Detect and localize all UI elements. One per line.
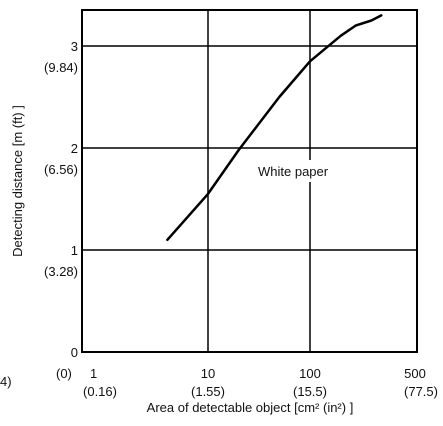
y-tick-label-0: 0	[71, 345, 78, 360]
x-tick-sublabel-1: (0.16)	[83, 384, 117, 399]
series-label-0: White paper	[258, 164, 329, 179]
y-axis-label: Detecting distance [m (ft) ]	[10, 105, 25, 257]
x-tick-sublabel-500: (77.5)	[404, 384, 438, 399]
y-gridlines	[82, 45, 417, 251]
x-tick-label-10: 10	[201, 366, 215, 381]
y-tick-sublabel-3: (9.84)	[44, 60, 78, 75]
x-tick-label-1: 1	[90, 366, 97, 381]
series-label-backdrop	[252, 160, 348, 182]
x-tick-label-500: 500	[404, 366, 426, 381]
y-tick-sublabel-0: (0)	[56, 366, 72, 381]
stray-fragment-label: 4)	[0, 374, 12, 389]
y-tick-sublabel-2: (6.56)	[44, 162, 78, 177]
x-tick-sublabel-100: (15.5)	[293, 384, 327, 399]
series-line-0	[166, 14, 383, 242]
x-tick-labels: 1 (0.16) 10 (1.55) 100 (15.5) 500 (77.5)	[83, 366, 438, 399]
y-tick-label-1: 1	[71, 243, 78, 258]
x-tick-sublabel-10: (1.55)	[191, 384, 225, 399]
y-tick-sublabel-1: (3.28)	[44, 264, 78, 279]
series-layer: White paper	[166, 14, 383, 242]
y-tick-label-2: 2	[71, 141, 78, 156]
x-axis-label: Area of detectable object [cm² (in²) ]	[147, 400, 354, 415]
x-tick-label-100: 100	[299, 366, 321, 381]
y-tick-labels: 0 (0) 1 (3.28) 2 (6.56) 3 (9.84)	[44, 39, 78, 381]
plot-frame	[81, 9, 418, 353]
y-tick-label-3: 3	[71, 39, 78, 54]
